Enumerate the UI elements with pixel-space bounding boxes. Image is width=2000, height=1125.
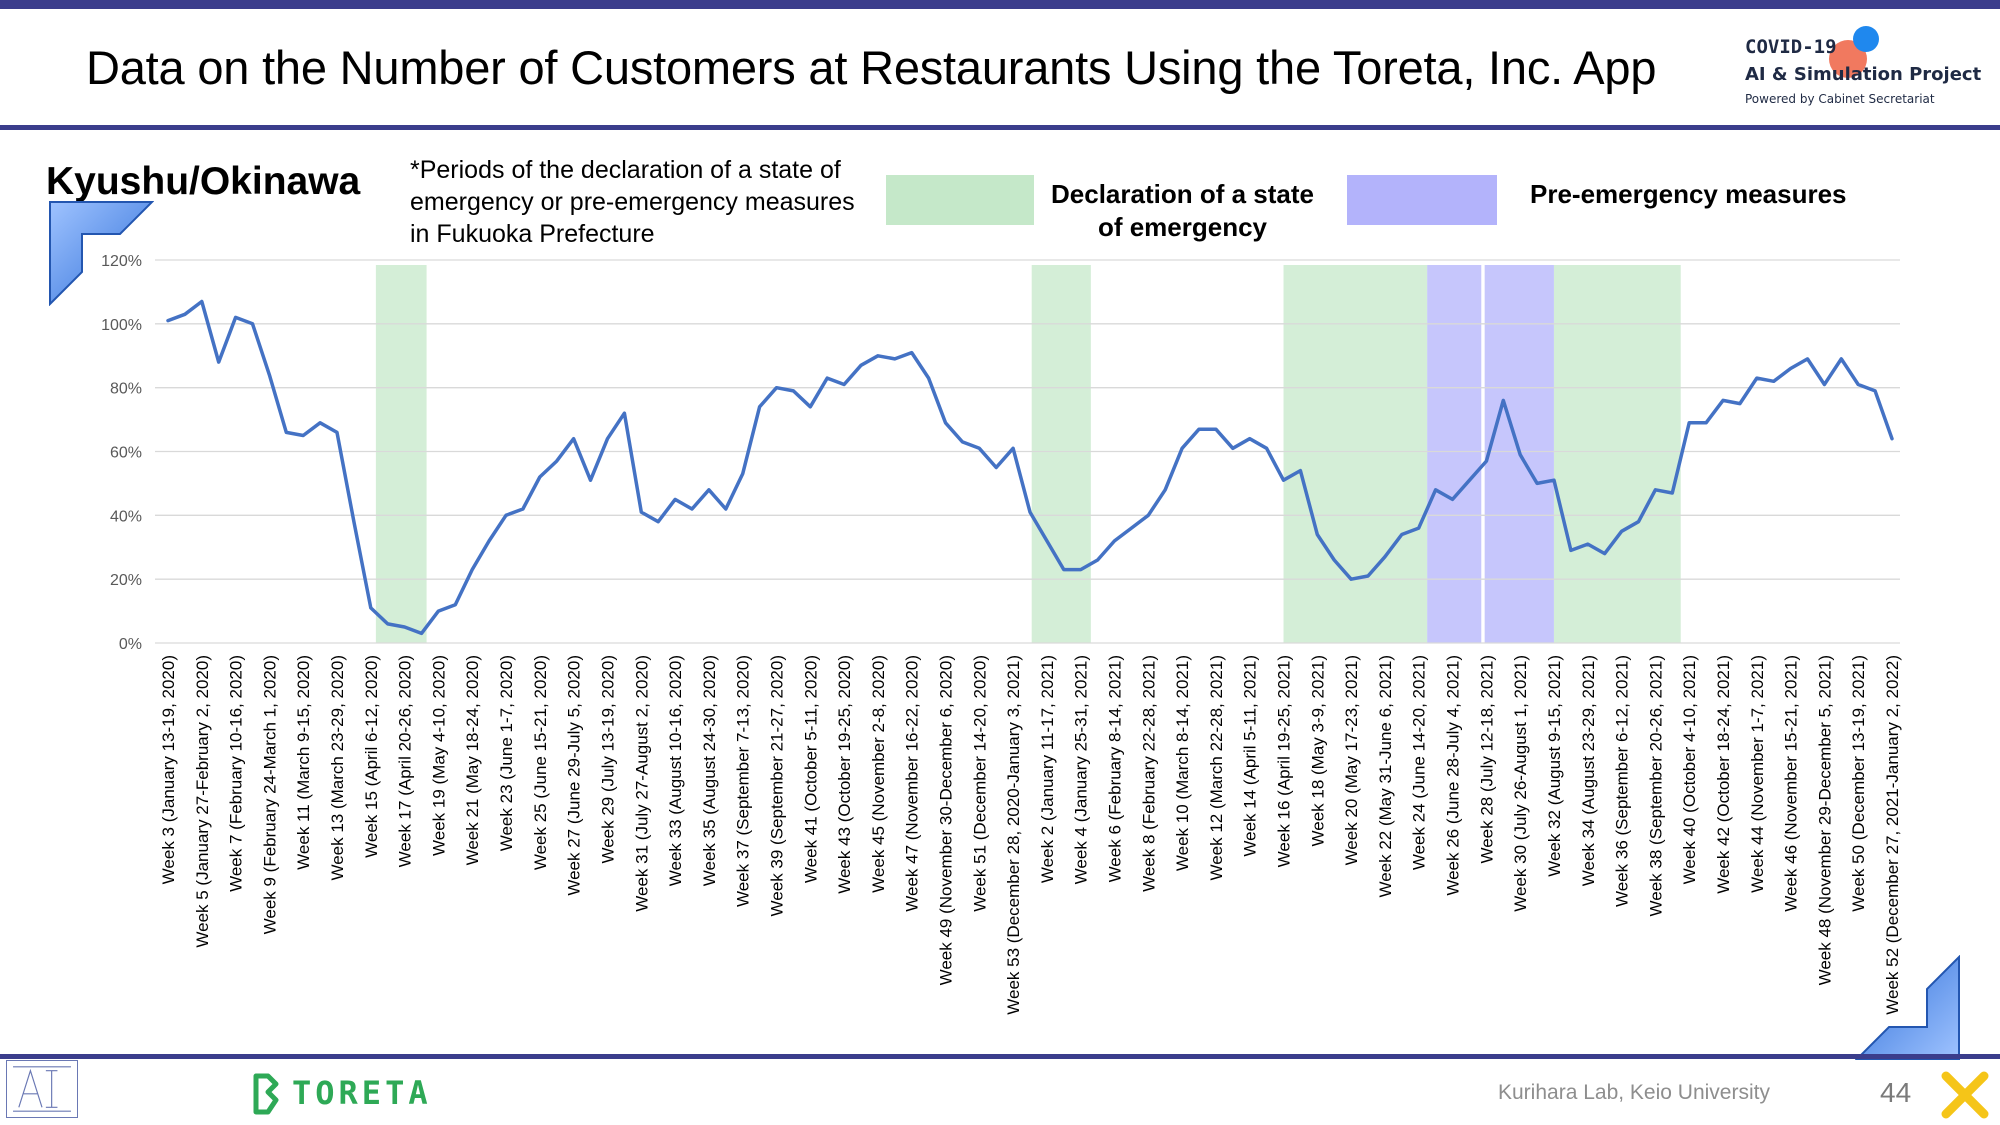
x-tick-label: Week 7 (February 10-16, 2020) <box>227 655 246 892</box>
corner-arrow-bottom-right-icon <box>1855 955 1960 1060</box>
x-tick-label: Week 9 (February 24-March 1, 2020) <box>260 655 279 934</box>
x-tick-label: Week 35 (August 24-30, 2020) <box>700 655 719 886</box>
x-tick-label: Week 16 (April 19-25, 2021) <box>1275 655 1294 867</box>
x-tick-label: Week 34 (August 23-29, 2021) <box>1579 655 1598 886</box>
toreta-mark-icon <box>253 1073 279 1115</box>
x-tick-label: Week 33 (August 10-16, 2020) <box>666 655 685 886</box>
x-tick-label: Week 37 (September 7-13, 2020) <box>734 655 753 907</box>
logo-line-2: AI & Simulation Project <box>1745 64 1982 85</box>
y-tick-label: 60% <box>110 445 142 462</box>
x-tick-label: Week 2 (January 11-17, 2021) <box>1038 655 1057 883</box>
legend-pre-emergency-label: Pre-emergency measures <box>1530 179 1847 209</box>
x-tick-label: Week 31 (July 27-August 2, 2020) <box>632 655 651 912</box>
x-tick-label: Week 10 (March 8-14, 2021) <box>1173 655 1192 871</box>
logo-blue-dot-icon <box>1853 26 1879 52</box>
x-tick-label: Week 5 (January 27-February 2, 2020) <box>193 655 212 948</box>
period-note: *Periods of the declaration of a state o… <box>410 156 855 248</box>
x-tick-label: Week 8 (February 22-28, 2021) <box>1139 655 1158 892</box>
page-number: 44 <box>1880 1077 1912 1108</box>
x-tick-label: Week 14 (April 5-11, 2021) <box>1241 655 1260 857</box>
x-tick-label: Week 49 (November 30-December 6, 2020) <box>936 655 955 985</box>
covid-project-logo: COVID-19 AI & Simulation Project Powered… <box>1745 26 1985 116</box>
top-accent-bar <box>0 0 2000 9</box>
x-brand-icon <box>1941 1071 1989 1119</box>
y-tick-label: 80% <box>110 381 142 398</box>
title-divider <box>0 125 2000 130</box>
footer-divider <box>0 1054 2000 1059</box>
x-tick-label: Week 19 (May 4-10, 2020) <box>429 655 448 856</box>
toreta-wordmark: TORETA <box>292 1074 432 1112</box>
x-tick-label: Week 26 (June 28-July 4, 2021) <box>1444 655 1463 896</box>
x-tick-label: Week 15 (April 6-12, 2020) <box>362 655 381 858</box>
page-title: Data on the Number of Customers at Resta… <box>86 41 1657 94</box>
x-tick-label: Week 21 (May 18-24, 2020) <box>463 655 482 865</box>
emergency-period-band <box>375 265 427 643</box>
legend-emergency-label: Declaration of a state of emergency <box>1051 179 1314 242</box>
x-tick-label: Week 39 (September 21-27, 2020) <box>767 655 786 916</box>
corner-arrow-top-left-icon <box>49 201 154 306</box>
logo-line-3: Powered by Cabinet Secretariat <box>1745 92 1935 106</box>
x-tick-label: Week 44 (November 1-7, 2021) <box>1748 655 1767 893</box>
x-tick-label: Week 41 (October 5-11, 2020) <box>801 655 820 883</box>
region-label: Kyushu/Okinawa <box>46 160 361 203</box>
x-tick-label: Week 30 (July 26-August 1, 2021) <box>1511 655 1530 912</box>
x-tick-label: Week 18 (May 3-9, 2021) <box>1308 655 1327 847</box>
x-tick-label: Week 32 (August 9-15, 2021) <box>1545 655 1564 877</box>
logo-line-1: COVID-19 <box>1745 36 1837 58</box>
x-tick-label: Week 12 (March 22-28, 2021) <box>1207 655 1226 881</box>
y-tick-label: 100% <box>101 317 142 334</box>
x-tick-label: Week 25 (June 15-21, 2020) <box>531 655 550 870</box>
x-tick-label: Week 45 (November 2-8, 2020) <box>869 655 888 893</box>
x-tick-label: Week 20 (May 17-23, 2021) <box>1342 655 1361 865</box>
x-tick-label: Week 53 (December 28, 2020-January 3, 20… <box>1004 655 1023 1015</box>
x-tick-label: Week 3 (January 13-19, 2020) <box>159 655 178 884</box>
ai-lab-logo-icon <box>6 1060 78 1118</box>
emergency-period-band <box>1283 265 1428 643</box>
x-tick-label: Week 23 (June 1-7, 2020) <box>497 655 516 851</box>
y-tick-label: 120% <box>101 253 142 270</box>
x-tick-label: Week 48 (November 29-December 5, 2021) <box>1815 655 1834 985</box>
x-tick-label: Week 4 (January 25-31, 2021) <box>1072 655 1091 884</box>
x-tick-label: Week 40 (October 4-10, 2021) <box>1680 655 1699 884</box>
x-tick-label: Week 24 (June 14-20, 2021) <box>1410 655 1429 870</box>
footer-lab-credit: Kurihara Lab, Keio University <box>1498 1081 1770 1104</box>
x-tick-label: Week 52 (December 27, 2021-January 2, 20… <box>1883 655 1902 1015</box>
x-tick-label: Week 11 (March 9-15, 2020) <box>294 655 313 870</box>
x-tick-label: Week 17 (April 20-26, 2020) <box>396 655 415 867</box>
legend-emergency-swatch <box>886 175 1034 225</box>
x-tick-label: Week 13 (March 23-29, 2020) <box>328 655 347 881</box>
x-tick-label: Week 27 (June 29-July 5, 2020) <box>565 655 584 896</box>
y-tick-label: 20% <box>110 572 142 589</box>
x-tick-label: Week 38 (September 20-26, 2021) <box>1646 655 1665 916</box>
emergency-period-band <box>1553 265 1681 643</box>
y-tick-label: 0% <box>119 636 142 653</box>
x-tick-label: Week 22 (May 31-June 6, 2021) <box>1376 655 1395 898</box>
emergency-period-band <box>1031 265 1091 643</box>
x-tick-label: Week 50 (December 13-19, 2021) <box>1849 655 1868 912</box>
x-tick-label: Week 51 (December 14-20, 2020) <box>970 655 989 912</box>
x-tick-label: Week 46 (November 15-21, 2021) <box>1782 655 1801 912</box>
x-tick-label: Week 28 (July 12-18, 2021) <box>1477 655 1496 864</box>
pre-emergency-period-band <box>1427 265 1482 643</box>
x-tick-label: Week 29 (July 13-19, 2020) <box>598 655 617 864</box>
x-tick-label: Week 36 (September 6-12, 2021) <box>1613 655 1632 907</box>
x-tick-label: Week 47 (November 16-22, 2020) <box>903 655 922 912</box>
y-tick-label: 40% <box>110 508 142 525</box>
series-line <box>166 299 1894 636</box>
x-tick-label: Week 6 (February 8-14, 2021) <box>1106 655 1125 882</box>
x-tick-label: Week 42 (October 18-24, 2021) <box>1714 655 1733 894</box>
x-tick-label: Week 43 (October 19-25, 2020) <box>835 655 854 894</box>
legend-pre-emergency-swatch <box>1347 175 1497 225</box>
